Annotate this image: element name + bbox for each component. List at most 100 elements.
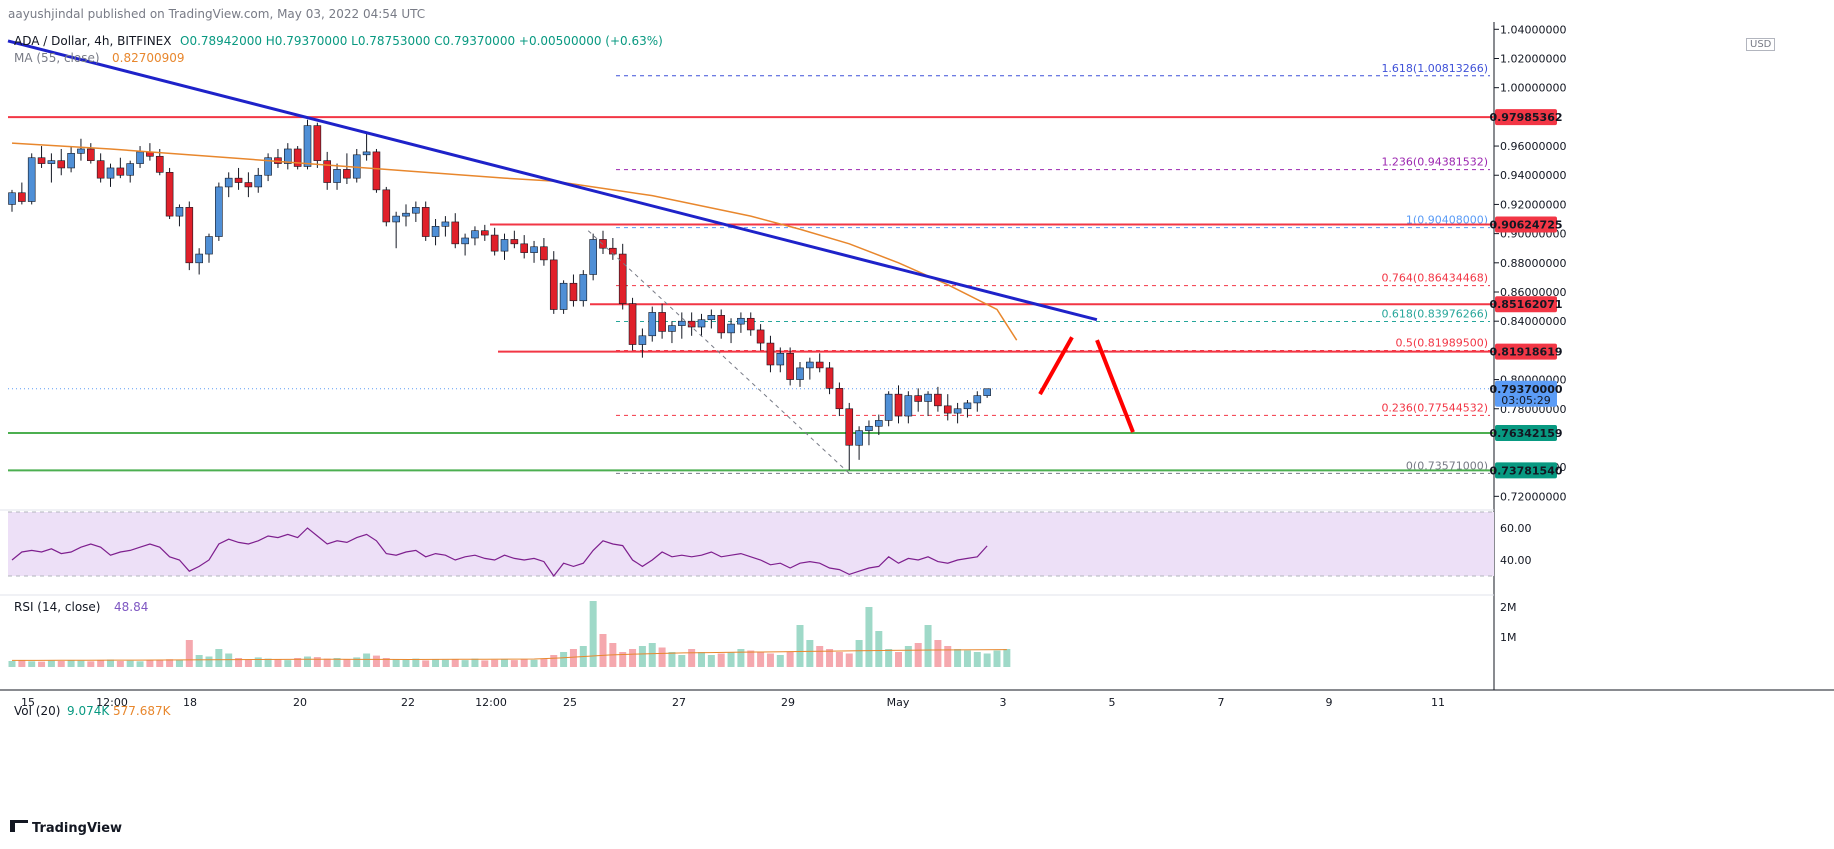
candle-body[interactable] bbox=[303, 125, 312, 167]
ma55-line[interactable] bbox=[11, 142, 1018, 341]
candle-body[interactable] bbox=[874, 420, 883, 427]
candle-body[interactable] bbox=[87, 148, 95, 161]
candle-body[interactable] bbox=[461, 237, 469, 245]
rsi-line[interactable] bbox=[11, 527, 988, 578]
candle-body[interactable] bbox=[756, 329, 765, 344]
candle-body[interactable] bbox=[441, 221, 450, 227]
candle-body[interactable] bbox=[589, 239, 597, 275]
candle-body[interactable] bbox=[126, 163, 134, 176]
candle-body[interactable] bbox=[835, 388, 844, 410]
candle-body[interactable] bbox=[845, 408, 854, 446]
rsi-legend-label[interactable]: RSI (14, close) bbox=[14, 600, 101, 614]
candle-body[interactable] bbox=[323, 160, 332, 183]
candle-body[interactable] bbox=[677, 320, 686, 326]
ma-legend-label[interactable]: MA (55, close) bbox=[14, 51, 100, 65]
candle-body[interactable] bbox=[313, 125, 322, 161]
candle-body[interactable] bbox=[116, 167, 125, 176]
candle-body[interactable] bbox=[392, 215, 400, 223]
candle-body[interactable] bbox=[333, 169, 341, 183]
candle-body[interactable] bbox=[27, 157, 36, 202]
candle-body[interactable] bbox=[412, 207, 420, 214]
candle-body[interactable] bbox=[520, 243, 529, 253]
candle-body[interactable] bbox=[421, 207, 430, 237]
candle-body[interactable] bbox=[786, 352, 794, 380]
candle-body[interactable] bbox=[579, 274, 588, 302]
candle-body[interactable] bbox=[185, 207, 194, 264]
candle-body[interactable] bbox=[510, 239, 519, 245]
candle-body[interactable] bbox=[244, 182, 253, 188]
candle-body[interactable] bbox=[796, 367, 804, 380]
arrow-up-drawing[interactable] bbox=[1038, 336, 1074, 396]
candle-body[interactable] bbox=[165, 172, 174, 217]
candle-body[interactable] bbox=[18, 192, 26, 202]
candle-body[interactable] bbox=[865, 425, 873, 431]
candle-body[interactable] bbox=[372, 151, 381, 191]
candle-body[interactable] bbox=[500, 239, 509, 252]
candle-body[interactable] bbox=[924, 393, 932, 402]
candle-body[interactable] bbox=[490, 234, 499, 252]
candle-body[interactable] bbox=[382, 189, 391, 223]
candle-body[interactable] bbox=[8, 192, 16, 205]
candle-body[interactable] bbox=[47, 160, 56, 164]
candle-body[interactable] bbox=[254, 174, 263, 188]
candle-body[interactable] bbox=[628, 303, 637, 345]
candle-body[interactable] bbox=[766, 342, 775, 366]
arrow-down-drawing[interactable] bbox=[1095, 339, 1135, 433]
candle-body[interactable] bbox=[362, 151, 371, 156]
candle-body[interactable] bbox=[234, 177, 243, 183]
candle-body[interactable] bbox=[155, 155, 164, 173]
candle-body[interactable] bbox=[737, 317, 745, 325]
candle-body[interactable] bbox=[776, 352, 785, 366]
candle-body[interactable] bbox=[943, 405, 952, 414]
candle-body[interactable] bbox=[707, 315, 716, 321]
candle-body[interactable] bbox=[884, 393, 893, 421]
candle-body[interactable] bbox=[530, 246, 538, 253]
candle-body[interactable] bbox=[96, 160, 105, 179]
candle-body[interactable] bbox=[914, 395, 923, 402]
candle-body[interactable] bbox=[806, 361, 814, 369]
candle-body[interactable] bbox=[283, 148, 292, 164]
candle-body[interactable] bbox=[431, 226, 440, 237]
candle-body[interactable] bbox=[855, 430, 863, 446]
candle-body[interactable] bbox=[480, 230, 489, 236]
candle-body[interactable] bbox=[343, 169, 351, 179]
candle-body[interactable] bbox=[264, 157, 272, 176]
candle-body[interactable] bbox=[37, 157, 46, 164]
candle-body[interactable] bbox=[136, 151, 144, 164]
candle-body[interactable] bbox=[402, 212, 410, 217]
candle-body[interactable] bbox=[717, 315, 726, 334]
candle-body[interactable] bbox=[894, 393, 903, 417]
candle-body[interactable] bbox=[471, 230, 479, 239]
candle-body[interactable] bbox=[67, 153, 75, 169]
volume-legend-label[interactable]: Vol (20) bbox=[14, 704, 61, 718]
candle-body[interactable] bbox=[648, 312, 657, 337]
candle-body[interactable] bbox=[934, 393, 942, 407]
candle-body[interactable] bbox=[973, 395, 982, 404]
candle-body[interactable] bbox=[549, 259, 558, 310]
candle-body[interactable] bbox=[224, 177, 233, 188]
symbol-info[interactable]: ADA / Dollar, 4h, BITFINEX bbox=[14, 34, 172, 48]
candle-body[interactable] bbox=[175, 207, 184, 217]
candle-body[interactable] bbox=[195, 253, 203, 264]
candle-body[interactable] bbox=[540, 246, 548, 261]
candle-body[interactable] bbox=[293, 148, 302, 167]
candle-body[interactable] bbox=[569, 282, 578, 302]
candle-body[interactable] bbox=[77, 148, 85, 154]
candle-body[interactable] bbox=[205, 236, 213, 255]
candle-body[interactable] bbox=[638, 335, 647, 345]
candle-body[interactable] bbox=[697, 319, 706, 328]
candle-body[interactable] bbox=[815, 361, 824, 369]
candle-body[interactable] bbox=[953, 408, 962, 414]
candle-body[interactable] bbox=[451, 221, 460, 245]
candle-body[interactable] bbox=[746, 317, 755, 331]
candle-body[interactable] bbox=[727, 323, 735, 334]
candle-body[interactable] bbox=[559, 282, 568, 310]
candle-body[interactable] bbox=[215, 186, 223, 237]
candle-body[interactable] bbox=[57, 160, 66, 169]
candle-body[interactable] bbox=[963, 402, 972, 410]
candle-body[interactable] bbox=[618, 253, 627, 304]
candle-body[interactable] bbox=[668, 325, 676, 332]
candle-body[interactable] bbox=[658, 312, 666, 332]
